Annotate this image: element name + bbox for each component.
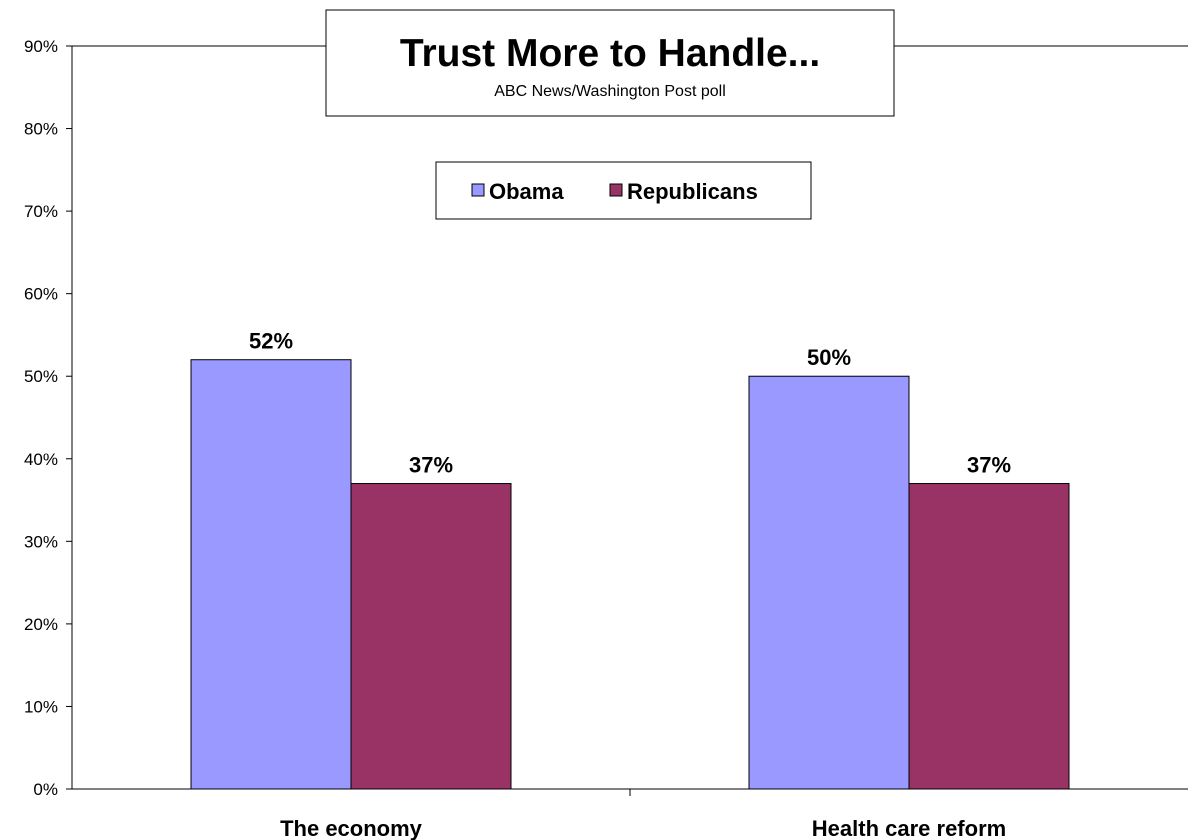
y-tick-label: 10% xyxy=(24,697,58,716)
y-tick-label: 90% xyxy=(24,37,58,56)
data-label: 37% xyxy=(409,453,453,478)
legend-swatch-republicans xyxy=(610,184,622,196)
y-tick-label: 30% xyxy=(24,532,58,551)
bar-republicans-1 xyxy=(351,484,511,789)
bar-obama-2 xyxy=(749,376,909,789)
y-tick-label: 80% xyxy=(24,120,58,139)
bar-republicans-2 xyxy=(909,484,1069,789)
data-label: 52% xyxy=(249,329,293,354)
data-label: 50% xyxy=(807,345,851,370)
x-axis: The economy Health care reform xyxy=(72,789,1188,840)
legend: Obama Republicans xyxy=(436,162,811,219)
bars xyxy=(191,360,1069,789)
data-label: 37% xyxy=(967,453,1011,478)
x-category-label: The economy xyxy=(280,816,423,840)
y-tick-label: 0% xyxy=(33,780,58,799)
legend-swatch-obama xyxy=(472,184,484,196)
title-box: Trust More to Handle... ABC News/Washing… xyxy=(326,10,894,116)
y-tick-label: 50% xyxy=(24,367,58,386)
y-tick-label: 70% xyxy=(24,202,58,221)
y-tick-label: 60% xyxy=(24,285,58,304)
legend-label-obama: Obama xyxy=(489,179,564,204)
chart-title: Trust More to Handle... xyxy=(400,32,820,75)
bar-obama-1 xyxy=(191,360,351,789)
x-category-label: Health care reform xyxy=(812,816,1006,840)
chart-subtitle: ABC News/Washington Post poll xyxy=(494,83,726,100)
y-tick-label: 20% xyxy=(24,615,58,634)
legend-label-republicans: Republicans xyxy=(627,179,758,204)
y-tick-label: 40% xyxy=(24,450,58,469)
